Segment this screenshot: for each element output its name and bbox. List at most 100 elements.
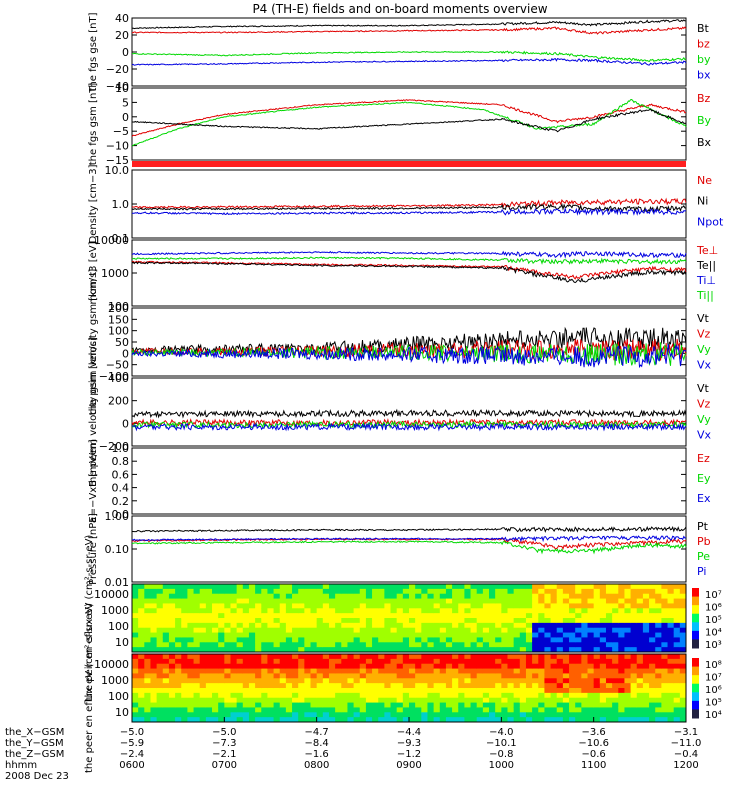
spectrogram-cell <box>218 712 225 718</box>
spectrogram-cell <box>562 588 570 595</box>
spectrogram-cell <box>575 683 582 689</box>
spectrogram-cell <box>402 627 410 634</box>
spectrogram-cell <box>224 632 231 638</box>
spectrogram-cell <box>575 663 582 670</box>
spectrogram-cell <box>138 692 145 699</box>
spectrogram-cell <box>587 588 595 595</box>
spectrogram-cell <box>525 673 533 679</box>
spectrogram-cell <box>310 678 318 684</box>
spectrogram-cell <box>575 632 582 638</box>
series-By <box>131 98 687 147</box>
spectrogram-cell <box>144 712 151 718</box>
spectrogram-cell <box>144 627 151 634</box>
spectrogram-cell <box>298 707 305 713</box>
spectrogram-cell <box>175 632 182 638</box>
spectrogram-cell <box>316 712 324 718</box>
spectrogram-cell <box>150 707 158 713</box>
spectrogram-cell <box>353 663 361 670</box>
spectrogram-cell <box>353 593 361 600</box>
spectrogram-cell <box>470 688 478 694</box>
spectrogram-cell <box>168 603 176 609</box>
spectrogram-cell <box>482 683 490 689</box>
spectrogram-cell <box>445 642 453 648</box>
spectrogram-cell <box>298 627 305 634</box>
spectrogram-cell <box>181 668 188 674</box>
spectrogram-cell <box>132 707 139 713</box>
spectrogram-cell <box>175 654 182 660</box>
spectrogram-cell <box>532 712 539 718</box>
spectrogram-cell <box>261 642 268 648</box>
spectrogram-cell <box>618 668 625 674</box>
spectrogram-cell <box>612 608 619 614</box>
spectrogram-cell <box>525 622 533 629</box>
spectrogram-cell <box>525 618 533 624</box>
spectrogram-cell <box>175 673 182 679</box>
spectrogram-cell <box>605 627 613 634</box>
spectrogram-cell <box>132 697 139 704</box>
spectrogram-cell <box>630 702 638 708</box>
spectrogram-cell <box>162 642 170 648</box>
spectrogram-cell <box>187 658 195 665</box>
spectrogram-cell <box>667 702 675 708</box>
spectrogram-cell <box>168 688 176 694</box>
spectrogram-cell <box>138 697 145 704</box>
spectrogram-cell <box>532 647 539 653</box>
spectrogram-cell <box>372 598 379 604</box>
spectrogram-cell <box>212 658 219 665</box>
spectrogram-cell <box>341 692 348 699</box>
spectrogram-cell <box>292 678 299 684</box>
spectrogram-cell <box>661 647 669 653</box>
spectrogram-cell <box>187 697 195 704</box>
spectrogram-cell <box>175 663 182 670</box>
spectrogram-cell <box>156 658 164 665</box>
spectrogram-cell <box>224 702 231 708</box>
spectrogram-cell <box>132 642 139 648</box>
spectrogram-cell <box>335 658 342 665</box>
spectrogram-cell <box>532 637 539 643</box>
spectrogram-cell <box>322 707 330 713</box>
spectrogram-cell <box>372 702 379 708</box>
spectrogram-cell <box>476 593 484 600</box>
spectrogram-cell <box>230 593 238 600</box>
spectrogram-cell <box>532 584 539 590</box>
spectrogram-cell <box>550 663 558 670</box>
spectrogram-cell <box>248 683 256 689</box>
spectrogram-cell <box>556 673 564 679</box>
spectrogram-cell <box>464 707 472 713</box>
spectrogram-cell <box>673 642 681 648</box>
spectrogram-cell <box>556 688 564 694</box>
spectrogram-cell <box>181 673 188 679</box>
spectrogram-cell <box>310 584 318 590</box>
spectrogram-cell <box>328 707 336 713</box>
spectrogram-cell <box>569 697 576 704</box>
spectrogram-cell <box>335 608 342 614</box>
spectrogram-cell <box>168 668 176 674</box>
spectrogram-cell <box>304 603 312 609</box>
spectrogram-cell <box>162 622 170 629</box>
spectrogram-cell <box>605 584 613 590</box>
spectrogram-cell <box>470 598 478 604</box>
spectrogram-cell <box>630 618 638 624</box>
spectrogram-cell <box>667 622 675 629</box>
spectrogram-cell <box>562 627 570 634</box>
spectrogram-cell <box>267 663 275 670</box>
spectrogram-cell <box>575 712 582 718</box>
spectrogram-cell <box>322 697 330 704</box>
spectrogram-cell <box>292 702 299 708</box>
x-tick-label: 0700 <box>212 760 237 771</box>
spectrogram-cell <box>199 593 207 600</box>
series-Vx <box>131 422 687 432</box>
spectrogram-cell <box>248 598 256 604</box>
spectrogram-cell <box>248 663 256 670</box>
spectrogram-cell <box>316 658 324 665</box>
spectrogram-cell <box>372 637 379 643</box>
spectrogram-cell <box>519 683 527 689</box>
spectrogram-cell <box>285 688 293 694</box>
spectrogram-cell <box>335 613 342 619</box>
spectrogram-cell <box>636 654 644 660</box>
spectrogram-cell <box>212 707 219 713</box>
spectrogram-cell <box>285 712 293 718</box>
spectrogram-cell <box>575 658 582 665</box>
spectrogram-cell <box>489 603 496 609</box>
spectrogram-cell <box>193 668 201 674</box>
